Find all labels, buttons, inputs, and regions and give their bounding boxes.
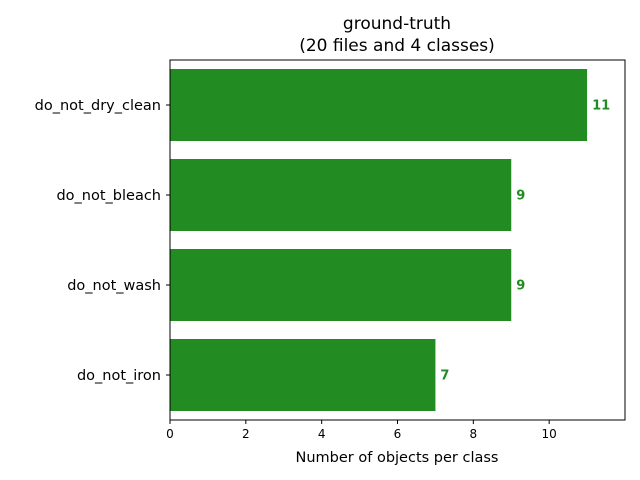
x-tick-label-0: 0	[166, 427, 174, 441]
x-tick-label-6: 6	[394, 427, 402, 441]
x-tick-label-2: 2	[242, 427, 250, 441]
data-label-do-not-wash: 9	[516, 279, 525, 294]
category-label-do-not-iron: do_not_iron	[77, 368, 161, 384]
bar-do-not-bleach	[170, 159, 512, 231]
x-tick-label-10: 10	[542, 427, 557, 441]
category-label-do-not-dry-clean: do_not_dry_clean	[35, 98, 161, 114]
x-tick-label-8: 8	[470, 427, 478, 441]
bar-do-not-dry-clean	[170, 69, 588, 141]
data-label-do-not-iron: 7	[440, 369, 449, 384]
bar-group	[170, 69, 588, 411]
category-label-do-not-wash: do_not_wash	[67, 278, 161, 294]
chart-title-line1: ground-truth	[343, 14, 451, 34]
data-label-do-not-dry-clean: 11	[592, 99, 610, 114]
category-label-do-not-bleach: do_not_bleach	[56, 188, 161, 204]
chart-title-line2: (20 files and 4 classes)	[299, 36, 495, 56]
x-tick-label-4: 4	[318, 427, 326, 441]
data-labels: 11 9 9 7	[440, 99, 610, 384]
bar-do-not-iron	[170, 339, 436, 411]
x-axis-label: Number of objects per class	[296, 450, 499, 466]
bar-do-not-wash	[170, 249, 512, 321]
data-label-do-not-bleach: 9	[516, 189, 525, 204]
x-axis-ticks: 0 2 4 6 8 10	[166, 420, 557, 441]
plot-frame	[169, 59, 626, 421]
category-labels: do_not_dry_clean do_not_bleach do_not_wash…	[35, 98, 170, 384]
